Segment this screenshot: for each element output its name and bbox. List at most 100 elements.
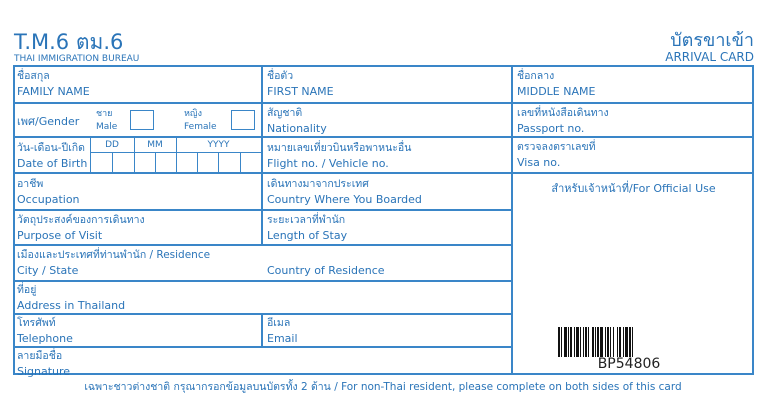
- label: Telephone: [17, 332, 73, 345]
- barcode-bar: [632, 327, 633, 357]
- label: Country Where You Boarded: [267, 193, 422, 206]
- label: Female: [184, 122, 217, 132]
- barcode-bar: [610, 327, 611, 357]
- barcode-bar: [600, 327, 603, 357]
- bureau-name: THAI IMMIGRATION BUREAU: [14, 54, 140, 64]
- flight-field[interactable]: หมายเลขเที่ยวบินหรือพาหนะอื่น Flight no. …: [267, 141, 411, 171]
- barcode-bar: [576, 327, 579, 357]
- divider: [261, 65, 263, 245]
- label: FIRST NAME: [267, 85, 334, 98]
- city-state-field[interactable]: เมืองและประเทศที่ท่านพำนัก / Residence Ci…: [17, 248, 210, 278]
- barcode-bar: [570, 327, 572, 357]
- footer-note: เฉพาะชาวต่างชาติ กรุณากรอกข้อมูลบนบัตรทั…: [84, 381, 682, 393]
- label: Visa no.: [517, 156, 561, 169]
- label-th: สัญชาติ: [267, 107, 303, 119]
- barcode-bar: [585, 327, 587, 357]
- label-th: เลขที่หนังสือเดินทาง: [517, 107, 609, 119]
- barcode-number: BP54806: [597, 356, 661, 372]
- label: Occupation: [17, 193, 80, 206]
- divider: [261, 313, 263, 347]
- label-th: ลายมือชื่อ: [17, 350, 63, 362]
- barcode-bar: [619, 327, 621, 357]
- divider: [13, 136, 754, 138]
- label: Purpose of Visit: [17, 229, 103, 242]
- label: Address in Thailand: [17, 299, 126, 312]
- barcode-bar: [583, 327, 584, 357]
- label: Signature: [17, 365, 71, 378]
- barcode-bar: [629, 327, 631, 357]
- divider: [13, 244, 512, 246]
- label: Email: [267, 332, 298, 345]
- barcode-bar: [568, 327, 569, 357]
- male-label: ชาย Male: [96, 108, 117, 134]
- label-th: วัน-เดือน-ปีเกิด: [17, 142, 85, 154]
- label: Male: [96, 122, 118, 132]
- form-frame: [13, 65, 754, 375]
- signature-field[interactable]: ลายมือชื่อ Signature: [17, 349, 70, 379]
- country-boarded-field[interactable]: เดินทางมาจากประเทศ Country Where You Boar…: [267, 177, 422, 207]
- first-name-field[interactable]: ชื่อตัว FIRST NAME: [267, 69, 334, 99]
- country-of-residence-field[interactable]: Country of Residence: [267, 264, 385, 277]
- family-name-field[interactable]: ชื่อสกุล FAMILY NAME: [17, 69, 90, 99]
- label: Passport no.: [517, 122, 585, 135]
- divider: [13, 280, 512, 282]
- yyyy-label: YYYY: [207, 140, 230, 150]
- label: Length of Stay: [267, 229, 348, 242]
- label-th: ชื่อสกุล: [17, 70, 50, 82]
- length-of-stay-field[interactable]: ระยะเวลาที่พำนัก Length of Stay: [267, 213, 347, 243]
- female-checkbox[interactable]: [231, 110, 255, 130]
- address-field[interactable]: ที่อยู่ Address in Thailand: [17, 283, 125, 313]
- barcode-bar: [597, 327, 599, 357]
- label: Flight no. / Vehicle no.: [267, 157, 389, 170]
- card-title-thai: บัตรขาเข้า: [670, 30, 754, 51]
- female-label: หญิง Female: [184, 108, 217, 134]
- divider: [13, 346, 512, 348]
- barcode-bar: [592, 327, 594, 357]
- divider: [511, 65, 513, 375]
- purpose-field[interactable]: วัตถุประสงค์ของการเดินทาง Purpose of Visi…: [17, 213, 145, 243]
- male-checkbox[interactable]: [130, 110, 154, 130]
- official-use-label: สำหรับเจ้าหน้าที่/For Official Use: [551, 182, 716, 195]
- occupation-field[interactable]: อาชีพ Occupation: [17, 177, 80, 207]
- label-th: เมืองและประเทศที่ท่านพำนัก / Residence: [17, 249, 211, 261]
- barcode-bar: [561, 327, 562, 357]
- passport-field[interactable]: เลขที่หนังสือเดินทาง Passport no.: [517, 106, 609, 136]
- label-th: ระยะเวลาที่พำนัก: [267, 214, 346, 226]
- barcode-bar: [623, 327, 624, 357]
- label-th: เดินทางมาจากประเทศ: [267, 178, 369, 190]
- label-th: ที่อยู่: [17, 284, 37, 296]
- label: City / State: [17, 264, 79, 277]
- barcode-bar: [617, 327, 618, 357]
- label-th: โทรศัพท์: [17, 317, 56, 329]
- email-field[interactable]: อีเมล Email: [267, 316, 298, 346]
- label-th: ชาย: [96, 109, 113, 119]
- barcode-bar: [595, 327, 596, 357]
- middle-name-field[interactable]: ชื่อกลาง MIDDLE NAME: [517, 69, 595, 99]
- label: MIDDLE NAME: [517, 85, 596, 98]
- label-th: หญิง: [184, 109, 202, 119]
- dob-label: วัน-เดือน-ปีเกิด Date of Birth: [17, 141, 87, 171]
- dd-label: DD: [105, 140, 119, 150]
- divider: [13, 102, 754, 104]
- label-th: วัตถุประสงค์ของการเดินทาง: [17, 214, 145, 226]
- gender-label: เพศ/Gender: [17, 115, 80, 128]
- form-title: T.M.6 ตม.6: [14, 30, 124, 54]
- card-title: ARRIVAL CARD: [665, 50, 754, 64]
- label-th: ตรวจลงตราเลขที่: [517, 141, 596, 153]
- label-th: อีเมล: [267, 317, 291, 329]
- divider: [13, 172, 754, 174]
- label: FAMILY NAME: [17, 85, 90, 98]
- nationality-field[interactable]: สัญชาติ Nationality: [267, 106, 327, 136]
- barcode-bar: [607, 327, 609, 357]
- barcode-bar: [605, 327, 606, 357]
- label-th: ชื่อกลาง: [517, 70, 555, 82]
- telephone-field[interactable]: โทรศัพท์ Telephone: [17, 316, 73, 346]
- visa-field[interactable]: ตรวจลงตราเลขที่ Visa no.: [517, 140, 596, 170]
- barcode-bar: [564, 327, 567, 357]
- label: Date of Birth: [17, 157, 88, 170]
- label-th: หมายเลขเที่ยวบินหรือพาหนะอื่น: [267, 142, 412, 154]
- barcode-bar: [588, 327, 589, 357]
- barcode-bar: [625, 327, 628, 357]
- label: Nationality: [267, 122, 327, 135]
- label-th: อาชีพ: [17, 178, 44, 190]
